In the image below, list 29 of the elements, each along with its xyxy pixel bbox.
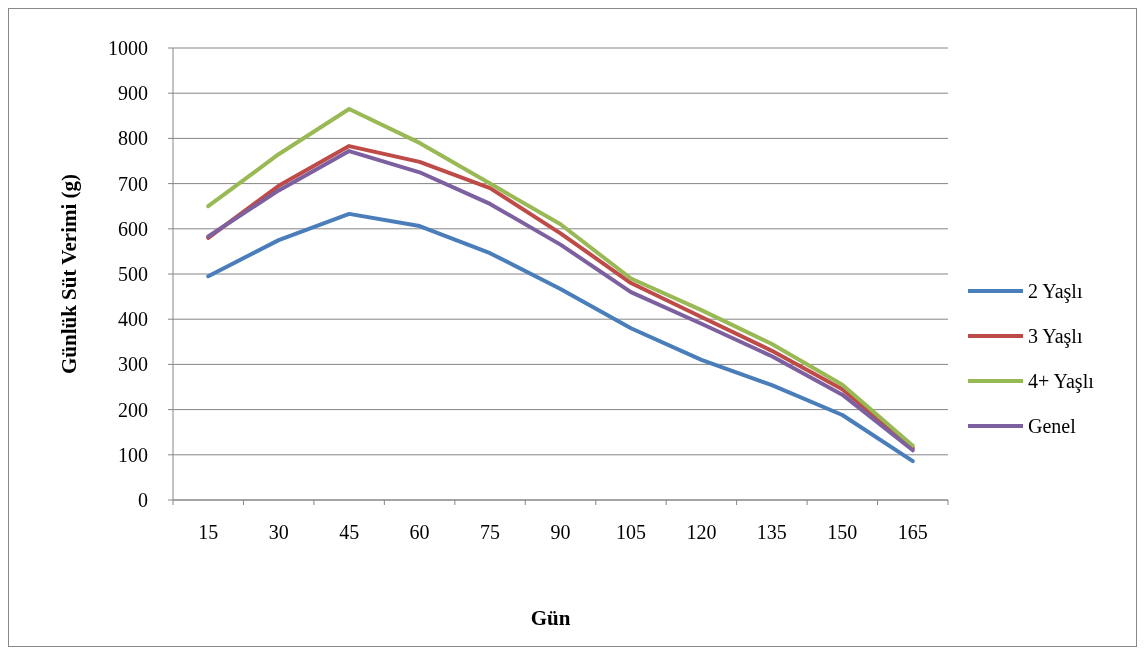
x-tick-label: 75 xyxy=(480,521,501,543)
y-tick-label: 500 xyxy=(118,263,148,285)
legend-label: 2 Yaşlı xyxy=(1028,280,1083,303)
y-axis-title: Günlük Süt Verimi (g) xyxy=(57,173,81,375)
x-tick-label: 45 xyxy=(339,521,360,543)
x-tick-label: 120 xyxy=(686,521,717,543)
x-tick-label: 150 xyxy=(827,521,858,543)
x-axis-title: Gün xyxy=(530,606,571,630)
y-tick-label: 200 xyxy=(118,398,148,421)
x-tick-label: 30 xyxy=(268,521,289,543)
y-tick-label: 800 xyxy=(118,127,148,150)
y-tick-label: 600 xyxy=(118,217,148,240)
y-tick-label: 0 xyxy=(138,489,148,511)
legend-label: Genel xyxy=(1028,415,1077,437)
legend-label: 3 Yaşlı xyxy=(1028,325,1083,348)
y-tick-label: 100 xyxy=(118,443,148,466)
x-tick-label: 135 xyxy=(756,521,787,543)
y-tick-label: 400 xyxy=(118,308,148,331)
y-tick-label: 300 xyxy=(118,353,148,376)
x-tick-label: 165 xyxy=(897,521,928,543)
y-tick-label: 900 xyxy=(118,82,148,105)
legend-label: 4+ Yaşlı xyxy=(1028,370,1095,393)
line-series xyxy=(206,211,915,464)
y-tick-label: 700 xyxy=(118,172,148,195)
y-tick-label: 1000 xyxy=(108,37,148,59)
x-tick-label: 105 xyxy=(615,521,646,543)
x-tick-label: 60 xyxy=(409,521,430,543)
x-tick-label: 15 xyxy=(198,521,219,543)
x-tick-label: 90 xyxy=(550,521,571,543)
